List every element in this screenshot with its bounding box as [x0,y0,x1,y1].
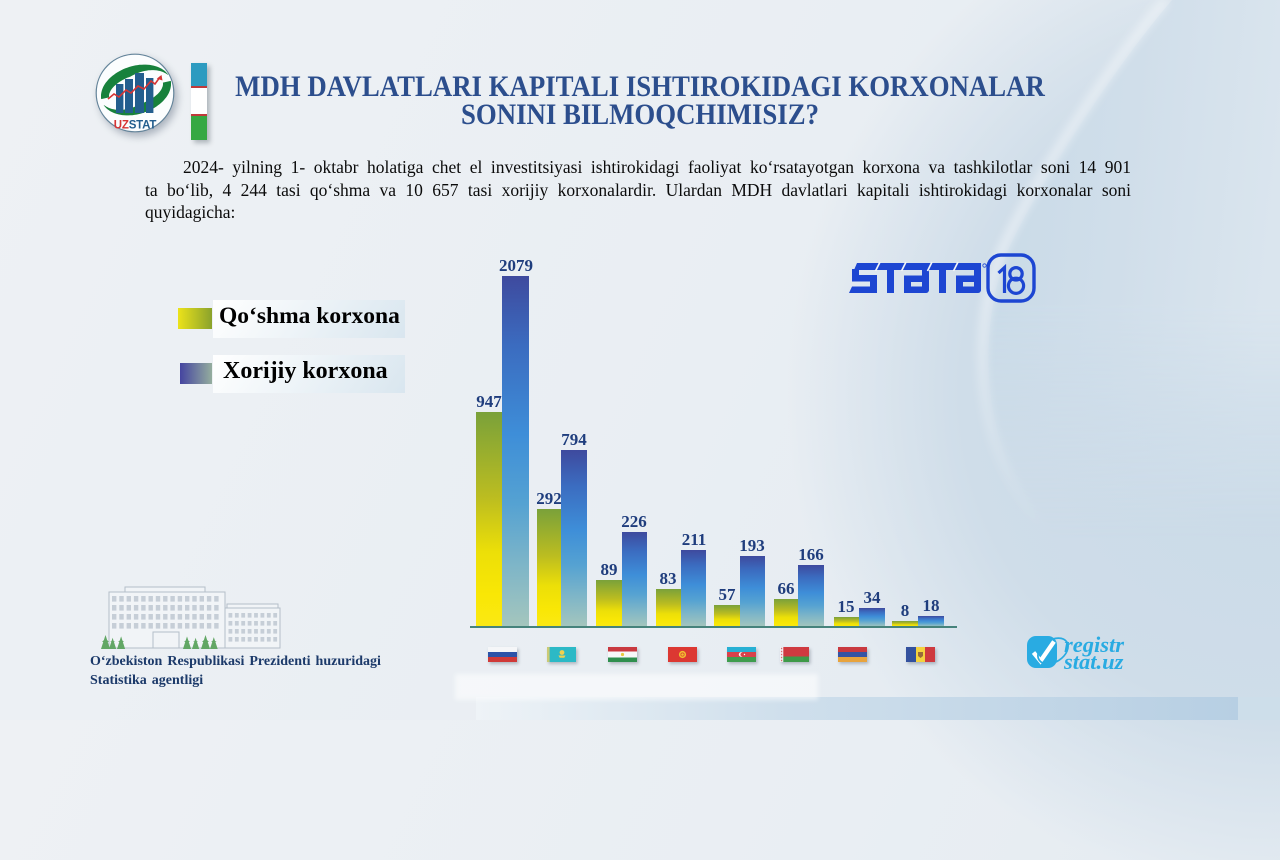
svg-text:UZSTAT: UZSTAT [114,120,157,132]
